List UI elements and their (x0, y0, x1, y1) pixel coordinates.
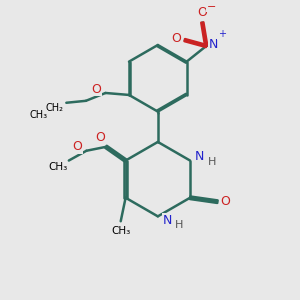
Text: O: O (171, 32, 181, 45)
Text: N: N (163, 214, 172, 227)
Text: CH₃: CH₃ (48, 162, 68, 172)
Text: N: N (195, 150, 205, 163)
Text: O: O (92, 82, 102, 96)
Text: O: O (220, 195, 230, 208)
Text: O: O (73, 140, 82, 153)
Text: CH₂: CH₂ (46, 103, 64, 113)
Text: O: O (95, 130, 105, 143)
Text: CH₃: CH₃ (30, 110, 48, 121)
Text: N: N (208, 38, 218, 50)
Text: H: H (207, 157, 216, 166)
Text: H: H (175, 220, 184, 230)
Text: +: + (218, 29, 226, 39)
Text: CH₃: CH₃ (111, 226, 130, 236)
Text: O: O (197, 6, 207, 19)
Text: −: − (206, 2, 216, 12)
